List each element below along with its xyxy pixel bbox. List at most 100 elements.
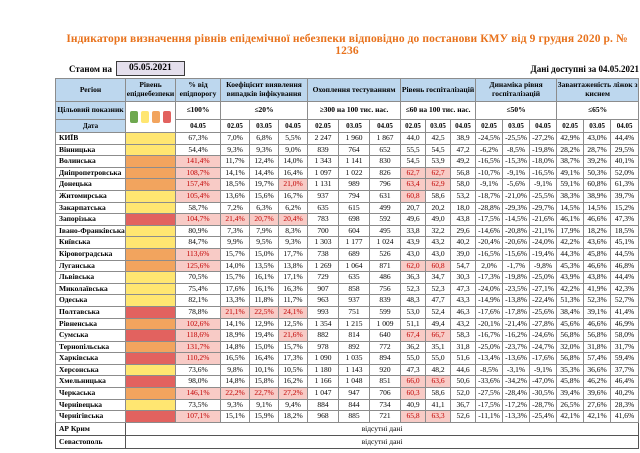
value-cell: 978 — [307, 340, 340, 354]
value-cell: -24,0% — [475, 282, 504, 296]
date-cell: 04.05 — [529, 119, 558, 133]
value-cell: 14,0% — [277, 155, 309, 168]
col-header-beds: Завантаженість ліжок з киснем — [556, 78, 640, 102]
value-cell: 14,1% — [220, 166, 250, 180]
epidemic-level-cell — [125, 201, 176, 215]
value-cell: 9,9% — [220, 236, 250, 249]
target-pct: ≤100% — [175, 101, 221, 120]
value-cell: -17,5% — [475, 398, 504, 412]
value-cell: 61,3% — [610, 178, 640, 191]
value-cell: 43,9 — [400, 236, 427, 249]
value-cell: 47,2 — [450, 143, 477, 157]
value-cell: 22,7% — [249, 387, 279, 400]
table-row: Житомирська 105,4% 13,6% 15,6% 16,7% 937 794 63… — [55, 189, 640, 203]
value-cell: 1 177 — [338, 236, 371, 249]
table-row: Луганська 125,6% 14,0% 13,5% 13,8% 1 269 1 064… — [55, 259, 640, 273]
value-cell: -1,7% — [502, 259, 531, 273]
value-cell: 47,3 — [450, 282, 477, 296]
value-cell: 640 — [369, 329, 402, 342]
value-cell: 12,5% — [277, 317, 309, 331]
value-cell: 10,1% — [249, 363, 279, 377]
value-cell: 729 — [307, 271, 340, 284]
value-cell: 104,7% — [175, 213, 221, 226]
value-cell: 52,0 — [450, 387, 477, 400]
value-cell: 48,2 — [425, 363, 452, 377]
value-cell: 15,7% — [220, 247, 250, 261]
value-cell: -19,8% — [502, 271, 531, 284]
value-cell: 57,4% — [583, 352, 612, 365]
indicators-table: Регіон Рівень епіднебезпеки % від епідпо… — [55, 78, 640, 449]
table-row: Одеська 82,1% 13,3% 11,8% 11,7% 963 937 839 48,3… — [55, 294, 640, 307]
value-cell: 113,6% — [175, 247, 221, 261]
value-cell: 51,1 — [400, 317, 427, 331]
value-cell: 60,8 — [425, 259, 452, 273]
value-cell: 1 097 — [307, 166, 340, 180]
region-name: КИЇВ — [55, 132, 126, 145]
value-cell: 43,8 — [450, 213, 477, 226]
green-level-bar-icon — [130, 111, 138, 123]
table-row: Дніпропетровська 108,7% 14,1% 14,4% 16,4% 1 0… — [55, 166, 640, 180]
epidemic-level-cell — [125, 352, 176, 365]
value-cell: -9,1% — [475, 178, 504, 191]
value-cell: 43,9% — [556, 271, 585, 284]
value-cell: 58,3 — [450, 329, 477, 342]
value-cell: 52,3 — [400, 282, 427, 296]
table-row: Закарпатська 58,7% 7,2% 6,3% 6,2% 635 615 499 20… — [55, 201, 640, 215]
epidemic-level-cell — [125, 363, 176, 377]
value-cell: 13,3% — [220, 294, 250, 307]
value-cell: 1 090 — [307, 352, 340, 365]
region-name: Чернігівська — [55, 410, 126, 423]
value-cell: -23,7% — [502, 340, 531, 354]
value-cell: 16,7% — [277, 189, 309, 203]
value-cell: 6,8% — [249, 132, 279, 145]
value-cell: 15,0% — [249, 247, 279, 261]
value-cell: -25,4% — [529, 410, 558, 423]
as-of-block: Станом на 05.05.2021 — [55, 61, 185, 76]
value-cell: 16,5% — [220, 352, 250, 365]
value-cell: 9,3% — [277, 236, 309, 249]
value-cell: 62,7 — [400, 166, 427, 180]
value-cell: 43,0 — [400, 247, 427, 261]
header-row-dates: Дата 04.05 02.05 03.05 04.05 02.05 03.05 04.05… — [55, 119, 640, 133]
value-cell: -25,0% — [475, 340, 504, 354]
value-cell: 920 — [369, 363, 402, 377]
value-cell: -22,4% — [529, 294, 558, 307]
value-cell: 41,4% — [610, 305, 640, 319]
no-data-cell: відсутні дані — [124, 434, 640, 449]
region-name: АР Крим — [55, 421, 126, 436]
value-cell: 1 048 — [338, 375, 371, 389]
value-cell: 6,2% — [277, 201, 309, 215]
value-cell: 486 — [369, 271, 402, 284]
value-cell: 734 — [369, 398, 402, 412]
value-cell: 7,3% — [220, 224, 250, 238]
target-coef: ≤20% — [219, 101, 309, 120]
value-cell: 892 — [338, 340, 371, 354]
table-row: Львівська 70,5% 15,7% 16,1% 17,1% 729 635 486 36… — [55, 271, 640, 284]
value-cell: 52,7% — [610, 294, 640, 307]
meta-row: Станом на 05.05.2021 Дані доступні за 04… — [55, 61, 639, 76]
value-cell: 131,7% — [175, 340, 221, 354]
value-cell: 839 — [307, 143, 340, 157]
value-cell: -21,6% — [529, 213, 558, 226]
yellow-level-bar-icon — [141, 111, 149, 123]
target-test: ≥300 на 100 тис. нас. — [307, 101, 402, 120]
region-name: Івано-Франківська — [55, 224, 126, 238]
value-cell: 44,4% — [610, 132, 640, 145]
value-cell: 31,8 — [450, 340, 477, 354]
value-cell: 42,9% — [556, 132, 585, 145]
value-cell: 46,3 — [450, 305, 477, 319]
value-cell: -21,4% — [502, 317, 531, 331]
date-cell: 04.05 — [277, 119, 309, 133]
value-cell: 17,1% — [277, 271, 309, 284]
region-name: Харківська — [55, 352, 126, 365]
epidemic-level-cell — [125, 236, 176, 249]
value-cell: -17,6% — [529, 352, 558, 365]
value-cell: -33,6% — [475, 375, 504, 389]
value-cell: 1 180 — [307, 363, 340, 377]
value-cell: -17,2% — [502, 398, 531, 412]
value-cell: 871 — [369, 259, 402, 273]
value-cell: 125,6% — [175, 259, 221, 273]
epidemic-level-cell — [125, 282, 176, 296]
value-cell: -24,6% — [529, 329, 558, 342]
value-cell: 20,7 — [400, 201, 427, 215]
